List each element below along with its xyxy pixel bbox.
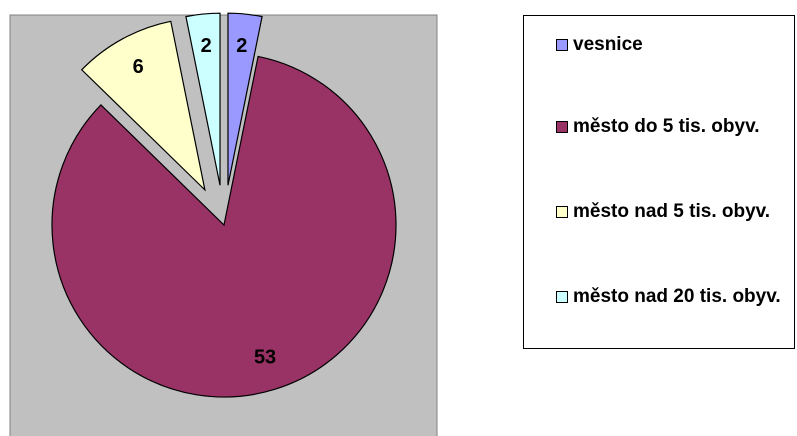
legend-label: město nad 5 tis. obyv.	[573, 201, 771, 222]
data-label: 2	[201, 35, 212, 57]
legend-label: město nad 20 tis. obyv.	[573, 286, 781, 307]
data-label: 53	[254, 346, 276, 368]
data-label: 2	[236, 35, 247, 57]
pie-slice	[51, 55, 397, 398]
legend-swatch	[556, 291, 568, 303]
legend-entry: město nad 20 tis. obyv.	[556, 284, 797, 310]
legend-label: vesnice	[573, 34, 643, 55]
pie-slice	[80, 20, 206, 192]
legend-swatch	[556, 206, 568, 218]
legend-swatch	[556, 121, 568, 133]
legend-entry: město do 5 tis. obyv.	[556, 114, 797, 140]
data-label: 6	[133, 56, 144, 78]
legend-label: město do 5 tis. obyv.	[573, 116, 760, 137]
legend-swatch	[556, 39, 568, 51]
pie-slice	[227, 12, 263, 186]
pie-slice	[185, 12, 221, 186]
legend: vesnice město do 5 tis. obyv. město nad 5 …	[523, 15, 795, 349]
legend-entry: město nad 5 tis. obyv.	[556, 199, 797, 225]
legend-entry: vesnice	[556, 32, 797, 58]
